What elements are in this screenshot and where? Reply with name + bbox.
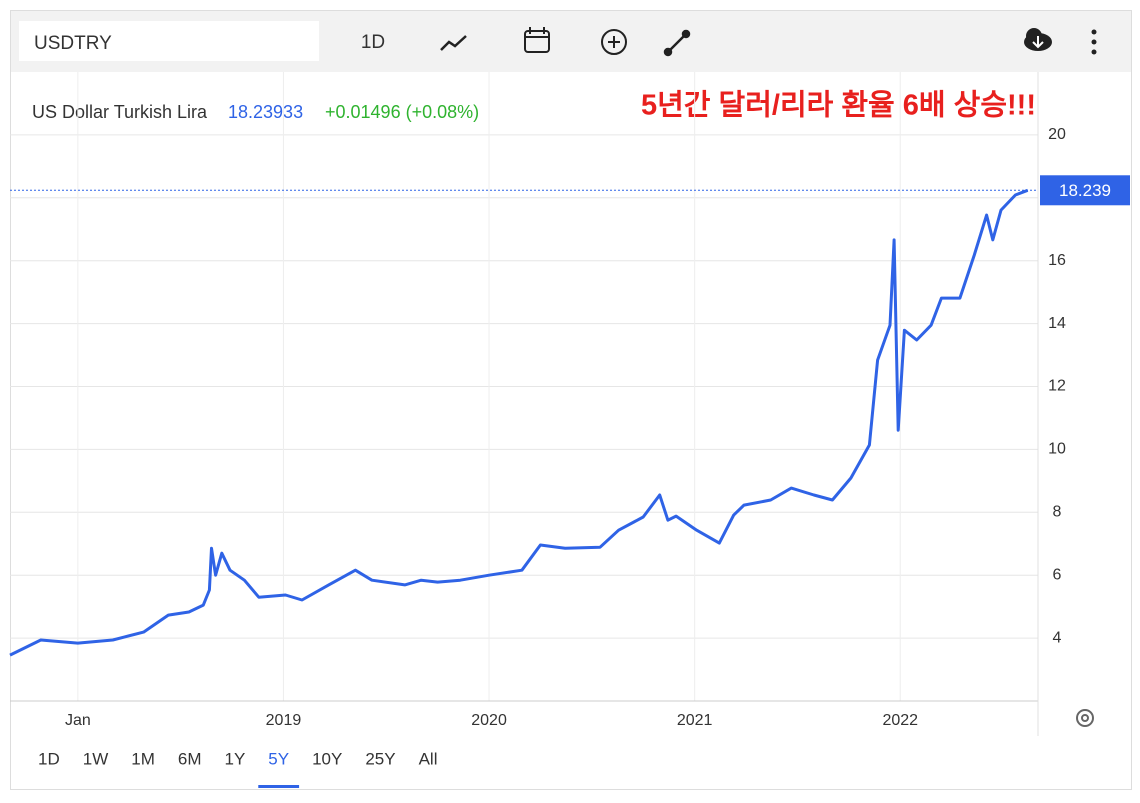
symbol: USDTRY bbox=[34, 33, 112, 54]
draw-icon[interactable] bbox=[663, 29, 691, 57]
settings-icon[interactable] bbox=[1076, 709, 1094, 727]
x-tick-label: Jan bbox=[65, 712, 91, 729]
range-button[interactable]: 1D bbox=[38, 749, 60, 768]
chart-title: US Dollar Turkish Lira bbox=[32, 102, 208, 122]
symbol-box[interactable] bbox=[19, 21, 319, 61]
last-value-label: 18.239 bbox=[1059, 181, 1111, 200]
range-button[interactable]: All bbox=[419, 749, 438, 768]
y-tick-label: 8 bbox=[1053, 504, 1062, 521]
calendar-icon[interactable] bbox=[524, 27, 550, 53]
range-button[interactable]: 1M bbox=[131, 749, 155, 768]
y-tick-label: 16 bbox=[1048, 252, 1066, 269]
y-tick-label: 20 bbox=[1048, 126, 1066, 143]
x-tick-label: 2020 bbox=[471, 712, 507, 729]
card bbox=[10, 10, 1132, 790]
x-tick-label: 2019 bbox=[266, 712, 302, 729]
y-tick-label: 6 bbox=[1053, 566, 1062, 583]
annotation: 5년간 달러/리라 환율 6배 상승!!! bbox=[641, 89, 1036, 122]
y-tick-label: 12 bbox=[1048, 378, 1066, 395]
range-bar: 1D 1W 1M 6M 1Y 5Y 10Y 25Y All bbox=[38, 749, 437, 788]
range-button[interactable]: 1W bbox=[83, 749, 109, 768]
interval[interactable]: 1D bbox=[361, 32, 385, 53]
chart-type-icon[interactable] bbox=[440, 35, 467, 51]
y-tick-label: 10 bbox=[1048, 441, 1066, 458]
price: 18.23933 bbox=[228, 102, 303, 122]
x-tick-label: 2021 bbox=[677, 712, 713, 729]
price-line bbox=[9, 188, 1029, 657]
range-button[interactable]: 5Y bbox=[268, 749, 289, 768]
range-underline bbox=[258, 785, 300, 788]
last-value-box bbox=[1040, 175, 1130, 206]
y-tick-label: 14 bbox=[1048, 315, 1066, 332]
range-button[interactable]: 10Y bbox=[312, 749, 342, 768]
y-tick-label: 4 bbox=[1053, 629, 1062, 646]
x-tick-label: 2022 bbox=[882, 712, 918, 729]
range-button[interactable]: 25Y bbox=[365, 749, 395, 768]
menu-icon[interactable] bbox=[1091, 29, 1097, 55]
range-button[interactable]: 1Y bbox=[224, 749, 245, 768]
add-icon[interactable] bbox=[601, 29, 627, 55]
download-icon[interactable] bbox=[1024, 28, 1052, 51]
change: +0.01496 (+0.08%) bbox=[325, 102, 479, 122]
range-button[interactable]: 6M bbox=[178, 749, 202, 768]
